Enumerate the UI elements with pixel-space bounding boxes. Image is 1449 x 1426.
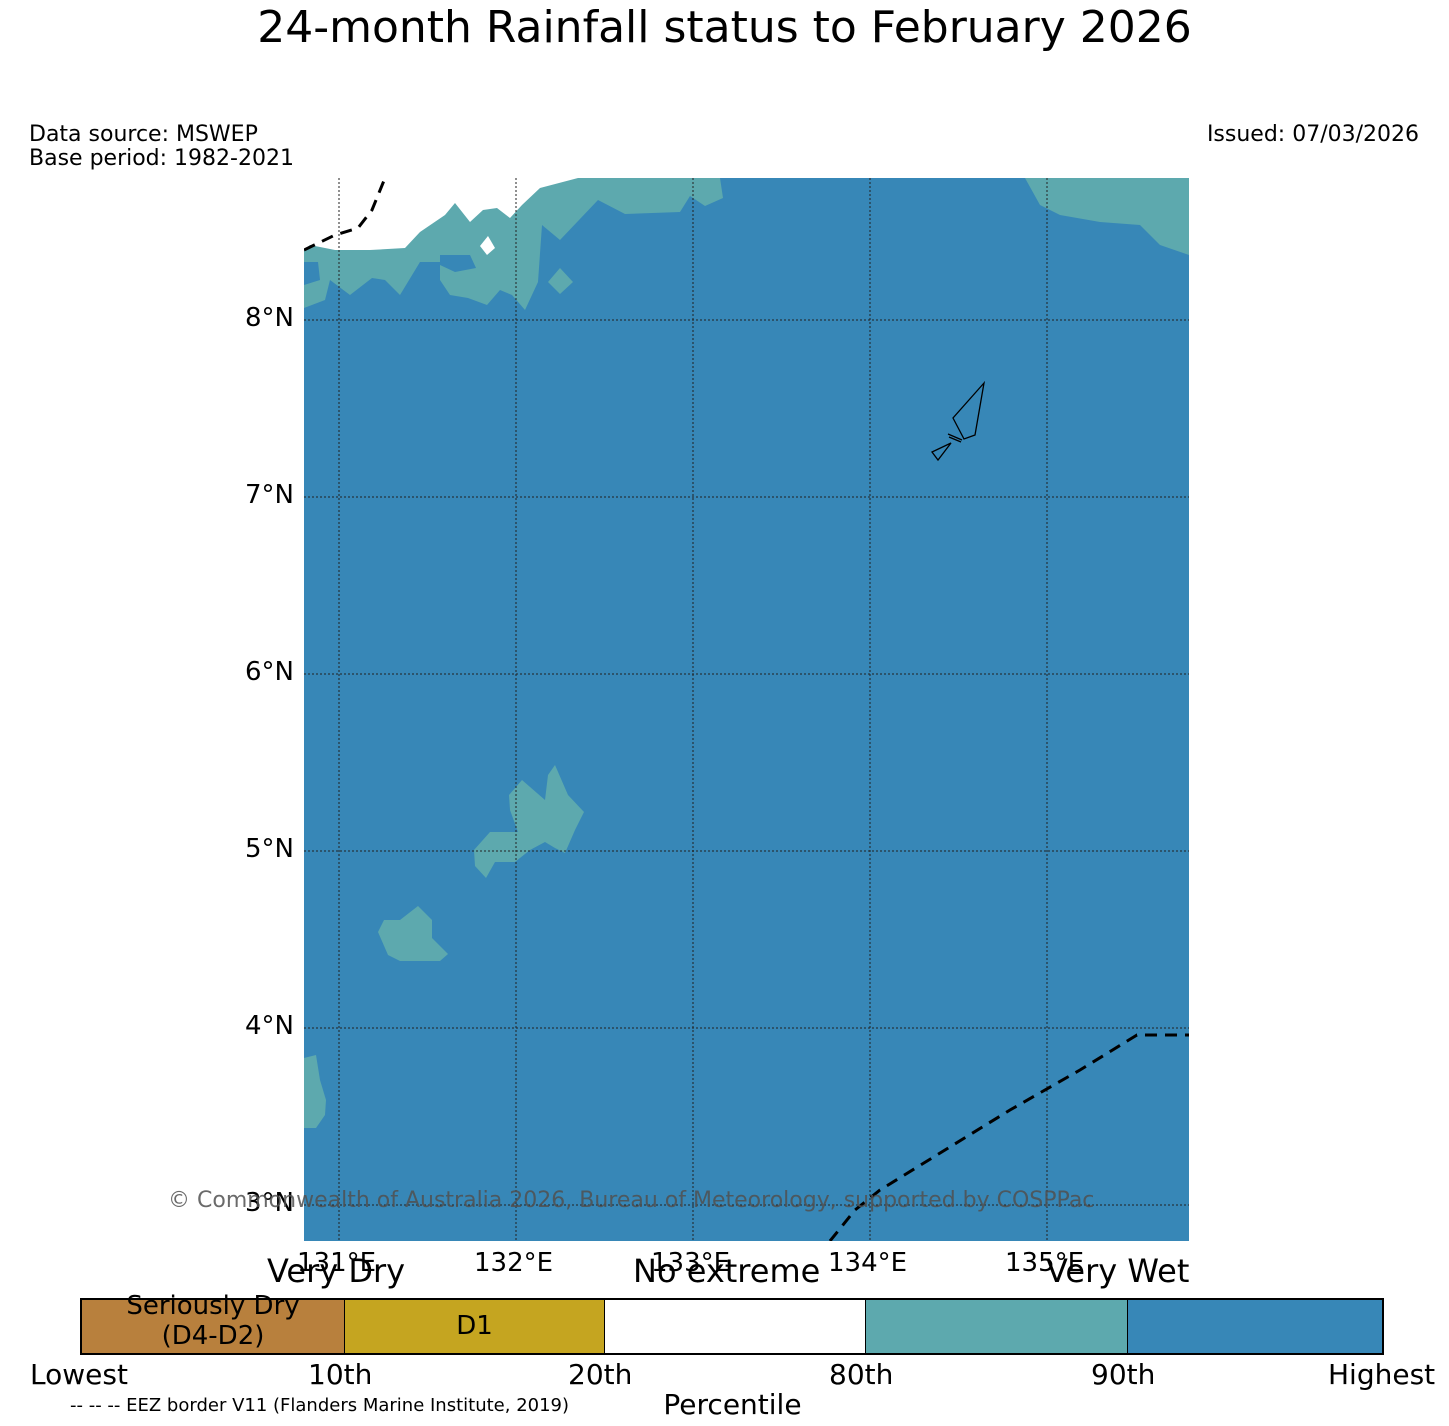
- lat-label: 3°N: [245, 1188, 294, 1218]
- base-period-text: Base period: 1982-2021: [29, 146, 294, 171]
- segment-label: D1: [456, 1311, 493, 1341]
- wet-patch-south-west: [378, 906, 448, 961]
- colorbar-segment-seriously-dry: Seriously Dry (D4-D2): [82, 1292, 345, 1353]
- copyright-text: © Commonwealth of Australia 2026, Bureau…: [168, 1188, 1095, 1213]
- eez-border-note: -- -- -- EEZ border V11 (Flanders Marine…: [70, 1395, 570, 1416]
- lat-label: 8°N: [245, 303, 294, 333]
- issued-date-text: Issued: 07/03/2026: [1206, 122, 1419, 147]
- percentile-tick: 10th: [308, 1358, 373, 1391]
- segment-label: (D4-D2): [161, 1321, 265, 1351]
- colorbar-segment-wet: [866, 1300, 1128, 1353]
- legend-category-no-extreme: No extreme: [633, 1252, 821, 1290]
- percentile-colorbar: Seriously Dry (D4-D2) D1: [80, 1292, 1384, 1355]
- no-extreme-region: [304, 178, 578, 250]
- lat-label: 4°N: [245, 1011, 294, 1041]
- wet-region-north: [304, 178, 1189, 255]
- island-outline: [931, 380, 986, 462]
- colorbar-segment-d1: D1: [345, 1300, 605, 1353]
- lat-label: 7°N: [245, 480, 294, 510]
- map-background-very-wet: [304, 178, 1189, 1241]
- lon-label: 134°E: [828, 1248, 908, 1278]
- percentile-axis-label: Percentile: [663, 1388, 802, 1421]
- segment-label: Seriously Dry: [126, 1291, 300, 1321]
- eez-border: [304, 178, 1189, 1241]
- percentile-tick: Highest: [1328, 1358, 1436, 1391]
- legend-category-very-dry: Very Dry: [267, 1252, 406, 1290]
- wet-patch-small: [548, 268, 573, 294]
- lon-label: 135°E: [1005, 1248, 1085, 1278]
- lon-label: 131°E: [297, 1248, 377, 1278]
- percentile-tick: 90th: [1091, 1358, 1156, 1391]
- lon-label: 133°E: [651, 1248, 731, 1278]
- lat-label: 5°N: [245, 834, 294, 864]
- graticule: [304, 178, 1189, 1241]
- lon-label: 132°E: [474, 1248, 554, 1278]
- map-title: 24-month Rainfall status to February 202…: [257, 2, 1192, 53]
- percentile-tick: 20th: [568, 1358, 633, 1391]
- legend-category-very-wet: Very Wet: [1046, 1252, 1190, 1290]
- colorbar-segment-no-extreme: [605, 1300, 866, 1353]
- wet-patch-central: [474, 765, 584, 878]
- percentile-tick: Lowest: [30, 1358, 128, 1391]
- data-source-text: Data source: MSWEP: [29, 122, 258, 147]
- lat-label: 6°N: [245, 657, 294, 687]
- wet-patch-west-edge: [304, 1055, 326, 1128]
- colorbar-segment-very-wet: [1128, 1300, 1382, 1353]
- percentile-tick: 80th: [829, 1358, 894, 1391]
